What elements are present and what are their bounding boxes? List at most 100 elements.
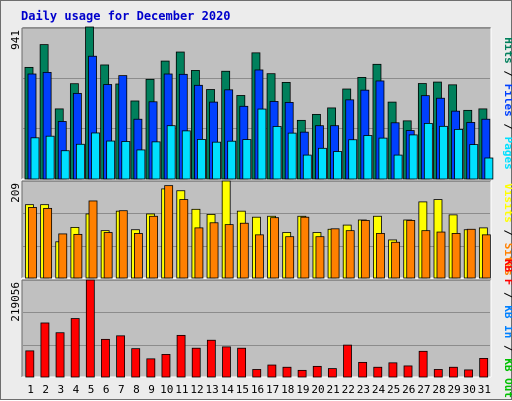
bar-kb-f-day-2 (40, 322, 50, 378)
x-tick-label-day-23: 23 (357, 383, 370, 396)
bar-kb-f-day-6 (101, 338, 110, 378)
bar-kb-f-day-28 (433, 369, 443, 378)
x-tick-label-day-29: 29 (448, 383, 461, 396)
bar-sites-day-2 (43, 207, 53, 279)
bar-pages-day-10 (166, 125, 176, 180)
x-tick-label-day-6: 6 (103, 383, 110, 396)
panel-kb-f-in-out-legend-kb-in: KB In (502, 305, 512, 338)
bar-kb-f-day-1 (25, 350, 35, 378)
bar-kb-f-day-12 (191, 347, 201, 378)
x-tick-label-day-4: 4 (73, 383, 80, 396)
panel-visits-sites-legend-visits: Visits (502, 183, 512, 223)
bar-sites-day-23 (360, 220, 370, 279)
panel-visits-sites: 209 Visits / Sites (9, 180, 512, 279)
panel-hits-files-pages-legend-hits: Hits (502, 37, 512, 64)
x-tick-label-day-16: 16 (251, 383, 264, 396)
bar-kb-f-day-10 (161, 354, 171, 378)
bar-kb-f-day-23 (358, 361, 368, 378)
bar-kb-f-day-4 (70, 318, 80, 378)
bar-pages-day-26 (408, 134, 418, 180)
x-tick-label-day-31: 31 (478, 383, 491, 396)
bar-sites-day-11 (179, 199, 189, 279)
bar-sites-day-13 (209, 222, 219, 279)
bar-sites-day-9 (149, 215, 158, 279)
bar-kb-f-day-15 (237, 347, 247, 378)
bar-pages-day-23 (363, 135, 373, 180)
bar-sites-day-3 (58, 233, 68, 279)
bar-kb-f-day-27 (418, 350, 428, 378)
bar-pages-day-29 (454, 129, 464, 180)
bar-pages-day-3 (60, 150, 70, 180)
panel-kb-f-in-out-ymax-label: 219056 (9, 282, 22, 322)
chart-title: Daily usage for December 2020 (21, 9, 231, 23)
bar-pages-day-21 (333, 151, 342, 180)
bar-pages-day-15 (242, 139, 252, 180)
bar-pages-day-31 (484, 157, 494, 180)
bar-pages-day-22 (348, 139, 358, 180)
x-tick-label-day-3: 3 (58, 383, 65, 396)
bar-pages-day-14 (227, 140, 237, 180)
panel-kb-f-in-out-legend-separator: / (502, 285, 512, 305)
bar-kb-f-day-3 (55, 332, 65, 378)
bar-sites-day-10 (164, 185, 174, 279)
panel-kb-f-in-out-legend-kb-out: KB Out (502, 358, 512, 398)
panel-hits-files-pages-legend-separator: / (502, 64, 512, 84)
bar-sites-day-7 (118, 210, 128, 279)
panel-hits-files-pages-ymax-label: 941 (9, 30, 22, 50)
bar-pages-day-20 (318, 147, 327, 180)
x-tick-label-day-11: 11 (175, 383, 188, 396)
bar-kb-f-day-21 (327, 368, 337, 378)
bar-pages-day-24 (378, 137, 388, 180)
panel-hits-files-pages-legend: Hits / Files / Pages (502, 37, 512, 170)
bar-kb-f-day-24 (373, 366, 383, 378)
bar-sites-day-5 (88, 200, 98, 279)
bar-pages-day-11 (181, 130, 191, 180)
x-tick-label-day-13: 13 (205, 383, 218, 396)
panel-kb-f-in-out: 219056 KB F / KB In / KB Out (9, 259, 512, 398)
bar-kb-f-day-9 (146, 358, 156, 378)
x-tick-label-day-18: 18 (281, 383, 294, 396)
bar-sites-day-22 (345, 230, 355, 279)
panel-visits-sites-legend-separator: / (502, 223, 512, 243)
bar-sites-day-17 (270, 217, 279, 279)
bar-kb-f-day-16 (252, 369, 262, 378)
bar-sites-day-8 (134, 233, 143, 279)
panel-visits-sites-ymax-label: 209 (9, 183, 22, 203)
bar-kb-f-day-19 (297, 369, 307, 378)
panel-kb-f-in-out-background (22, 280, 491, 377)
bar-sites-day-20 (315, 236, 325, 279)
bar-pages-day-5 (91, 132, 100, 180)
bar-pages-day-28 (439, 125, 448, 180)
x-tick-label-day-22: 22 (342, 383, 355, 396)
x-tick-label-day-30: 30 (463, 383, 476, 396)
bar-kb-f-day-14 (222, 346, 231, 378)
x-tick-label-day-20: 20 (311, 383, 324, 396)
x-tick-label-day-21: 21 (327, 383, 340, 396)
x-tick-label-day-7: 7 (118, 383, 125, 396)
panel-kb-f-in-out-legend-separator: / (502, 338, 512, 358)
bar-sites-day-31 (481, 234, 491, 279)
x-tick-label-day-10: 10 (160, 383, 173, 396)
bar-kb-f-day-8 (131, 348, 141, 378)
bar-kb-f-day-22 (343, 344, 352, 378)
bar-sites-day-26 (406, 220, 416, 279)
panel-hits-files-pages-legend-files: Files (502, 84, 512, 117)
x-tick-label-day-8: 8 (133, 383, 140, 396)
bar-sites-day-19 (300, 216, 310, 279)
x-tick-label-day-28: 28 (432, 383, 445, 396)
panel-hits-files-pages: 941 Hits / Files / Pages (9, 26, 512, 180)
bar-sites-day-12 (194, 227, 204, 279)
bar-sites-day-25 (391, 241, 400, 279)
x-axis-labels: 1 2 3 4 5 6 7 8 9 10 11 12 13 14 15 16 17 18 19 20 21 22 23 24 2… (27, 383, 491, 396)
bar-sites-day-27 (421, 230, 431, 279)
x-tick-label-day-2: 2 (42, 383, 49, 396)
x-tick-label-day-27: 27 (417, 383, 430, 396)
x-tick-label-day-14: 14 (221, 383, 235, 396)
x-tick-label-day-25: 25 (387, 383, 400, 396)
bar-pages-day-27 (423, 123, 433, 180)
bar-pages-day-17 (272, 126, 282, 180)
panel-kb-f-in-out-legend-kb-f: KB F (502, 259, 512, 286)
x-tick-label-day-24: 24 (372, 383, 386, 396)
